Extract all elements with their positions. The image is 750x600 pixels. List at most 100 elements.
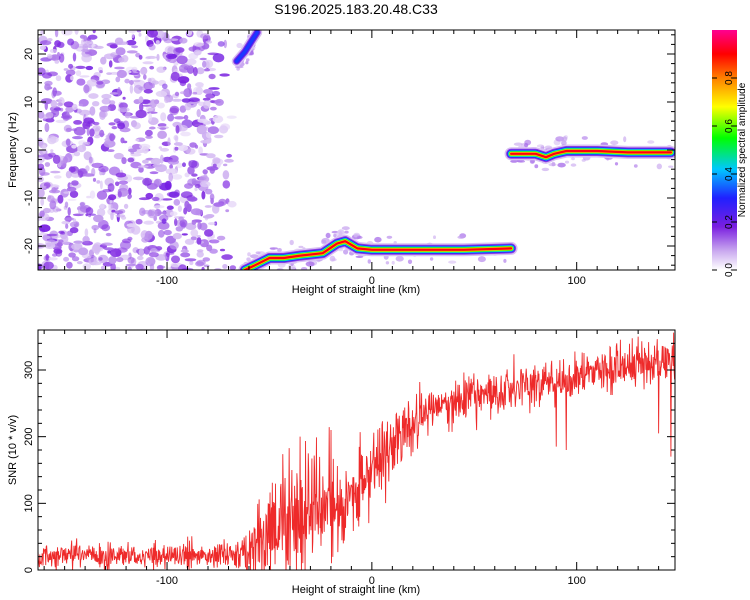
heatmap-cell (216, 235, 226, 241)
heatmap-cell (98, 219, 109, 230)
colorbar: 0.0 0.2 0.4 0.6 0.8 Normalized spectral ampl… (712, 30, 748, 277)
heatmap-cell (200, 33, 210, 40)
heatmap-cell (69, 190, 79, 198)
heatmap-cell (63, 256, 70, 262)
heatmap-cell (647, 140, 655, 144)
heatmap-cell (109, 92, 119, 95)
heatmap-cell (171, 255, 180, 264)
heatmap-cell (108, 203, 113, 211)
heatmap-cell (47, 195, 55, 203)
heatmap-cell (251, 275, 254, 279)
heatmap-cell (85, 141, 91, 145)
heatmap-cell (64, 201, 69, 208)
heatmap-cell (91, 224, 100, 231)
spectrogram-xlabel: Height of straight line (km) (292, 284, 420, 296)
heatmap-cell (70, 75, 74, 81)
heatmap-cell (81, 53, 92, 63)
heatmap-cell (49, 48, 58, 54)
heatmap-cell (551, 161, 556, 167)
heatmap-cell (269, 247, 278, 250)
heatmap-cell (141, 237, 149, 243)
heatmap-cell (196, 235, 201, 238)
heatmap-cell (333, 233, 337, 238)
heatmap-cell (136, 30, 142, 33)
heatmap-cell (149, 99, 157, 109)
heatmap-cell (91, 162, 104, 168)
heatmap-cell (65, 69, 76, 76)
heatmap-cell (183, 207, 188, 215)
heatmap-cell (190, 229, 199, 237)
heatmap-cell (100, 56, 107, 65)
heatmap-cell (128, 72, 140, 76)
heatmap-cell (131, 45, 139, 49)
heatmap-cell (53, 175, 62, 179)
heatmap-cell (236, 42, 243, 49)
heatmap-cell (46, 233, 58, 237)
heatmap-cell (183, 88, 192, 98)
heatmap-cell (72, 213, 84, 217)
snr-xlabel: Height of straight line (km) (292, 584, 420, 596)
heatmap-cell (249, 51, 255, 56)
heatmap-cell (115, 76, 121, 83)
heatmap-cell (180, 191, 193, 199)
heatmap-cell (194, 187, 198, 192)
heatmap-cell (92, 30, 96, 34)
heatmap-cell (212, 53, 225, 63)
heatmap-cell (247, 252, 251, 257)
heatmap-cell (189, 142, 197, 148)
heatmap-cell (226, 115, 237, 119)
heatmap-cell (38, 188, 45, 198)
heatmap-cell (44, 122, 50, 133)
heatmap-cell (165, 168, 178, 175)
heatmap-cell (247, 276, 252, 282)
heatmap-cell (386, 235, 393, 239)
heatmap-cell (205, 188, 213, 195)
heatmap-cell (623, 136, 627, 143)
heatmap-cell (176, 55, 188, 65)
heatmap-cell (564, 160, 570, 164)
heatmap-cell (614, 162, 619, 166)
heatmap-cell (156, 264, 164, 270)
heatmap-cell (107, 183, 115, 192)
heatmap-cell (42, 144, 47, 154)
heatmap-cell (152, 196, 160, 202)
heatmap-cell (42, 207, 51, 214)
heatmap-cell (118, 180, 128, 185)
heatmap-cell (132, 176, 145, 181)
heatmap-cell (44, 80, 53, 86)
heatmap-cell (132, 122, 141, 130)
heatmap-cell (222, 264, 228, 269)
colorbar-tick-label: 0.2 (724, 215, 735, 229)
heatmap-cell (85, 207, 94, 215)
heatmap-cell (210, 106, 217, 111)
heatmap-cell (194, 184, 201, 188)
heatmap-cell (258, 270, 261, 275)
heatmap-cell (138, 96, 144, 103)
heatmap-cell (158, 146, 162, 149)
heatmap-cell (150, 248, 158, 253)
heatmap-cell (39, 210, 45, 218)
heatmap-cell (135, 218, 143, 225)
heatmap-cell (116, 257, 124, 263)
heatmap-cell (108, 143, 113, 147)
heatmap-cell (395, 255, 404, 262)
heatmap-cell (135, 263, 144, 270)
heatmap-cell (570, 163, 577, 167)
heatmap-cell (63, 191, 70, 194)
heatmap-cell (109, 200, 113, 204)
heatmap-cell (188, 160, 198, 168)
heatmap-cell (126, 225, 135, 234)
heatmap-ridge-2-layer-6 (510, 149, 672, 159)
heatmap-cell (96, 80, 104, 85)
heatmap-cell (55, 75, 62, 82)
heatmap-cell (121, 157, 127, 165)
heatmap-cell (83, 84, 90, 94)
heatmap-cell (113, 118, 121, 123)
heatmap-cell (174, 91, 180, 97)
heatmap-cell (289, 239, 294, 246)
heatmap-cell (48, 257, 58, 261)
colorbar-tick-label: 0.0 (724, 263, 735, 277)
heatmap-cell (100, 265, 106, 270)
heatmap-cell (83, 35, 88, 42)
